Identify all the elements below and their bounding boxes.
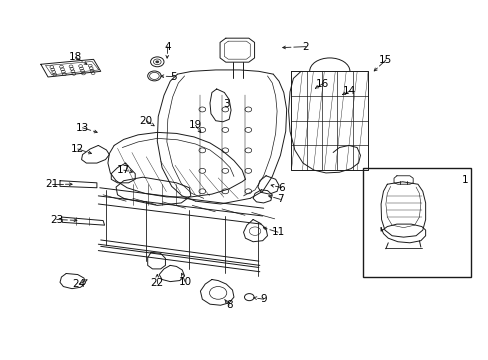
Text: 12: 12 bbox=[71, 144, 84, 154]
Text: 14: 14 bbox=[343, 86, 356, 96]
Text: 3: 3 bbox=[223, 99, 229, 109]
Text: 16: 16 bbox=[315, 79, 328, 89]
Text: 18: 18 bbox=[69, 52, 82, 62]
Text: 20: 20 bbox=[140, 116, 153, 126]
Text: 7: 7 bbox=[277, 194, 283, 204]
Text: 10: 10 bbox=[178, 276, 191, 287]
Text: 9: 9 bbox=[260, 294, 266, 304]
Circle shape bbox=[155, 60, 159, 63]
FancyBboxPatch shape bbox=[363, 168, 470, 277]
Text: 22: 22 bbox=[150, 278, 163, 288]
Text: 23: 23 bbox=[50, 215, 63, 225]
Text: 19: 19 bbox=[188, 120, 202, 130]
Text: 17: 17 bbox=[117, 165, 130, 175]
Text: 4: 4 bbox=[164, 42, 171, 51]
Text: 11: 11 bbox=[271, 227, 284, 237]
Text: 5: 5 bbox=[170, 72, 177, 82]
Text: 2: 2 bbox=[302, 42, 308, 51]
Text: 13: 13 bbox=[76, 123, 89, 133]
Text: 21: 21 bbox=[45, 179, 59, 189]
Text: 24: 24 bbox=[72, 279, 85, 289]
Text: 1: 1 bbox=[461, 175, 468, 185]
Text: 6: 6 bbox=[278, 183, 285, 193]
Text: 15: 15 bbox=[379, 55, 392, 65]
Text: 8: 8 bbox=[225, 300, 232, 310]
